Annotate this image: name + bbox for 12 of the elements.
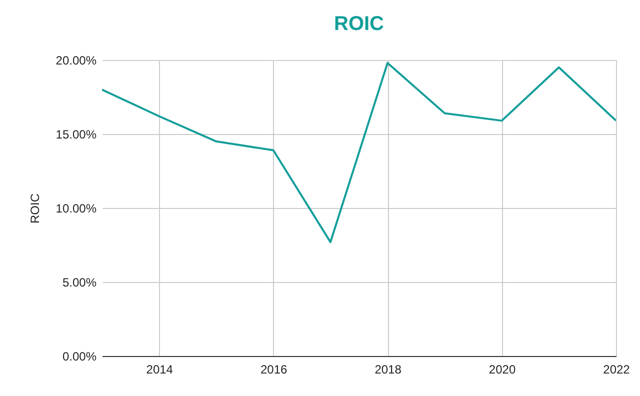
x-tick-label: 2022 <box>603 362 630 376</box>
x-tick-label: 2014 <box>146 362 174 376</box>
y-tick-label: 20.00% <box>56 54 97 68</box>
y-tick-label: 15.00% <box>56 128 97 142</box>
y-tick-label: 5.00% <box>62 276 97 290</box>
y-tick-label: 0.00% <box>62 350 97 364</box>
x-tick-label: 2020 <box>488 362 516 376</box>
y-axis-title: ROIC <box>28 193 42 224</box>
chart-title: ROIC <box>334 13 384 35</box>
y-tick-label: 10.00% <box>56 202 97 216</box>
x-tick-label: 2016 <box>260 362 288 376</box>
x-tick-label: 2018 <box>374 362 402 376</box>
